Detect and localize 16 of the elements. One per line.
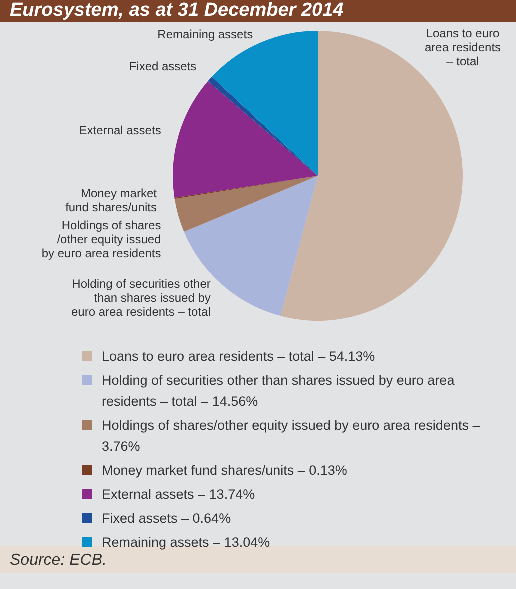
legend-label: Money market fund shares/units – 0.13%: [102, 462, 348, 480]
data-label: Loans to euro area residents – total: [424, 26, 502, 68]
chart-title: Eurosystem, as at 31 December 2014: [0, 0, 516, 22]
data-label: Holding of securities other than shares issued by euro area residents – total: [71, 277, 211, 320]
data-label: Money market fund shares/units: [66, 186, 158, 215]
data-label: Fixed assets: [129, 59, 197, 74]
source-note: Source: ECB.: [10, 552, 107, 569]
legend-label: Fixed assets – 0.64%: [102, 510, 232, 528]
data-label: Holdings of shares /other equity issued by euro area residents: [42, 218, 162, 261]
legend-label: Remaining assets – 13.04%: [102, 534, 270, 552]
legend-label: External assets – 13.74%: [102, 486, 256, 504]
data-label: External assets: [79, 123, 162, 138]
data-label: Remaining assets: [158, 27, 254, 42]
legend-label: Loans to euro area residents – total – 54.13%: [102, 348, 376, 366]
legend-label: Holdings of shares/other equity issued by euro area residents – 3.76%: [102, 417, 482, 456]
legend-label: Holding of securities other than shares issued by euro area residents – total – 14.56%: [102, 372, 456, 411]
